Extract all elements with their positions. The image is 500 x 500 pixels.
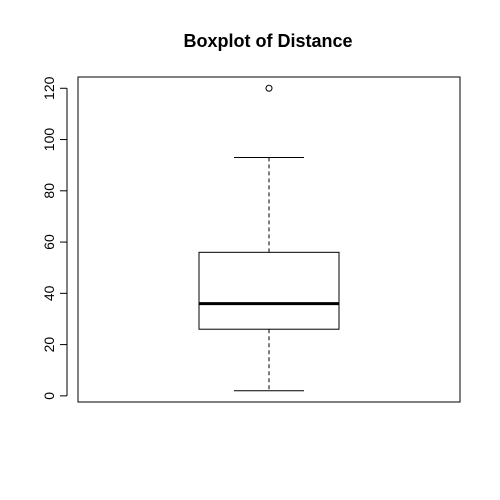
y-tick-label: 120 <box>41 76 57 100</box>
y-tick-label: 20 <box>41 337 57 353</box>
boxplot <box>198 84 340 392</box>
y-axis-ticks: 0 20 40 60 80 100 120 <box>41 76 67 400</box>
interquartile-box <box>198 251 340 330</box>
chart-title: Boxplot of Distance <box>183 31 352 51</box>
y-tick-label: 100 <box>41 128 57 152</box>
y-tick-label: 0 <box>41 392 57 400</box>
y-tick-label: 80 <box>41 183 57 199</box>
y-tick-label: 40 <box>41 285 57 301</box>
outlier-point <box>265 84 273 92</box>
y-tick-label: 60 <box>41 234 57 250</box>
plot-frame <box>77 76 461 403</box>
